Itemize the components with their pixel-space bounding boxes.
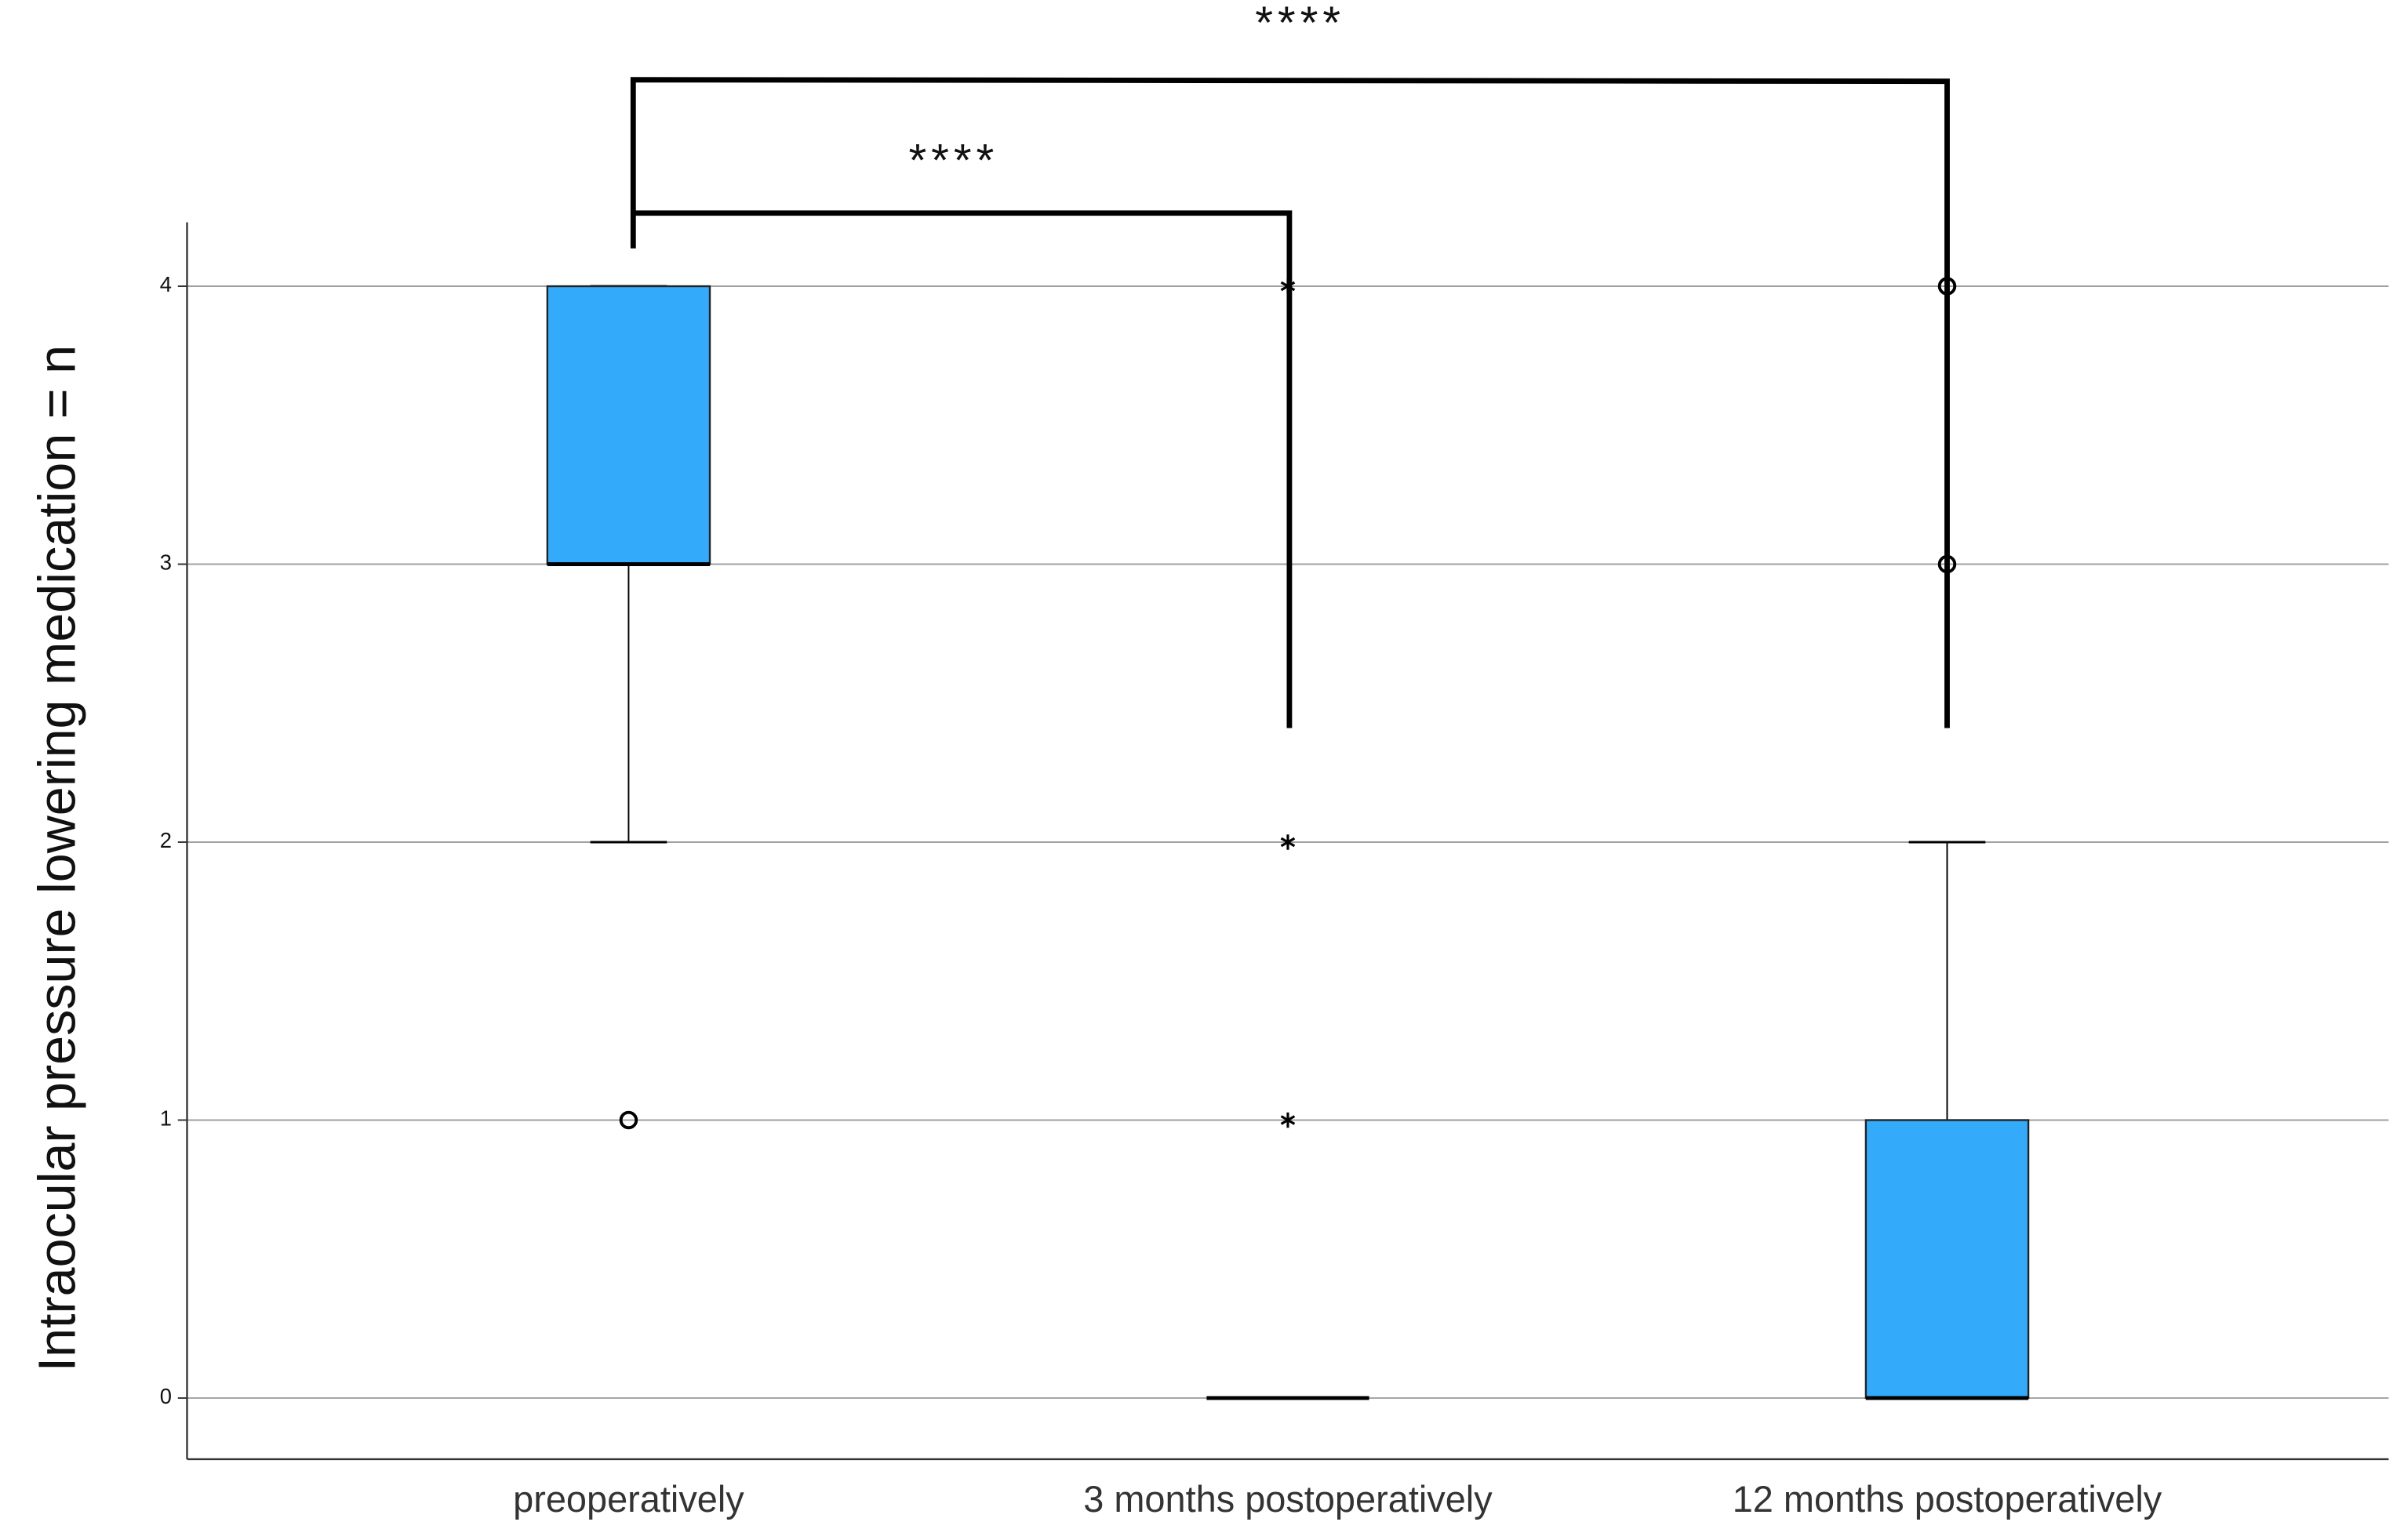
x-tick-label: preoperatively [513, 1479, 744, 1520]
x-tick-label: 3 months postoperatively [1083, 1479, 1493, 1520]
x-tick-label: 12 months postoperatively [1733, 1479, 2162, 1520]
y-tick-label: 1 [160, 1106, 172, 1131]
y-tick-label: 4 [160, 272, 172, 296]
box [1864, 1119, 2030, 1400]
significance-label: **** [908, 136, 998, 187]
bracket [630, 77, 1950, 728]
bracket [633, 210, 1293, 728]
extreme [1280, 834, 1296, 850]
box [546, 285, 711, 565]
plot: 0 1 2 3 4 preoperatively 3 months postoperativ… [160, 222, 2389, 1520]
extreme [1280, 1112, 1296, 1128]
significance-label: **** [1255, 0, 1345, 49]
outlier [619, 1110, 638, 1130]
y-tick-label: 0 [160, 1384, 172, 1408]
y-tick-label: 3 [160, 550, 172, 575]
y-axis-label: Intraocular pressure lowering medication… [29, 345, 87, 1371]
significance-brackets [630, 77, 1950, 728]
y-tick-label: 2 [160, 828, 172, 852]
